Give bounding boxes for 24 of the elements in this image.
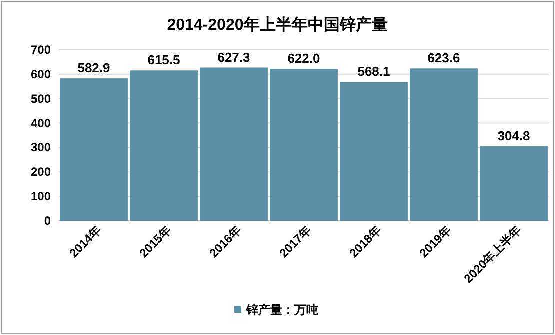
y-tick-label: 100 xyxy=(30,190,52,204)
text: 627.3 xyxy=(218,50,250,65)
bar xyxy=(270,69,338,221)
text: 623.6 xyxy=(428,50,460,66)
bar xyxy=(200,68,268,221)
text: 568.1 xyxy=(358,64,390,80)
y-tick-label: 600 xyxy=(30,67,52,82)
bar xyxy=(340,82,408,221)
y-tick-label: 700 xyxy=(30,43,52,57)
text: 615.5 xyxy=(148,52,180,68)
y-tick-label: 300 xyxy=(30,140,52,155)
text: 582.9 xyxy=(78,60,110,76)
y-tick-label: 400 xyxy=(30,116,52,130)
bar xyxy=(410,68,478,221)
text: 622.0 xyxy=(288,51,320,66)
bar xyxy=(130,70,198,221)
bar xyxy=(480,146,548,221)
chart-title: 2014-2020年上半年中国锌产量 xyxy=(167,16,388,34)
y-tick-label: 0 xyxy=(44,214,52,228)
legend: 锌产量：万吨 xyxy=(234,303,318,317)
y-tick-label: 500 xyxy=(30,92,52,106)
bar xyxy=(60,78,128,221)
text: 304.8 xyxy=(498,128,530,144)
y-tick-label: 200 xyxy=(30,165,52,180)
